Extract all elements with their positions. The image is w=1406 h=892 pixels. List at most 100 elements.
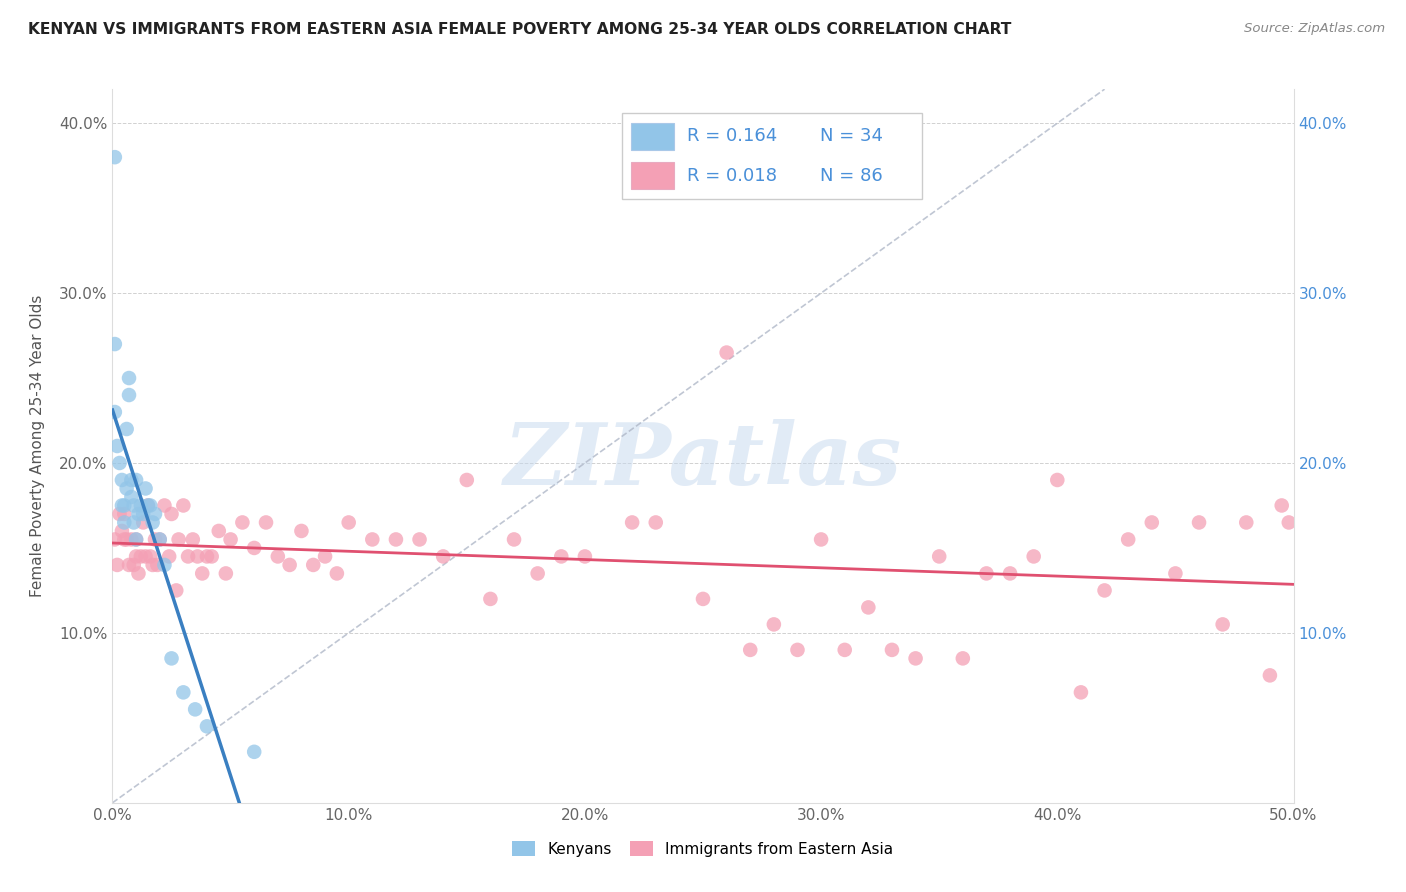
Point xyxy=(361,533,384,547)
Point xyxy=(143,507,166,521)
Point xyxy=(195,549,218,564)
Point xyxy=(1140,516,1163,530)
Point xyxy=(135,549,157,564)
Point xyxy=(172,499,194,513)
Point xyxy=(127,566,149,581)
Point xyxy=(928,549,950,564)
Point xyxy=(112,499,135,513)
Point xyxy=(120,533,142,547)
Point xyxy=(122,558,145,572)
Text: KENYAN VS IMMIGRANTS FROM EASTERN ASIA FEMALE POVERTY AMONG 25-34 YEAR OLDS CORR: KENYAN VS IMMIGRANTS FROM EASTERN ASIA F… xyxy=(28,22,1011,37)
Point xyxy=(184,702,207,716)
Point xyxy=(104,337,127,351)
Text: ZIPatlas: ZIPatlas xyxy=(503,418,903,502)
Point xyxy=(1258,668,1281,682)
Point xyxy=(118,371,141,385)
Point xyxy=(880,643,903,657)
Point xyxy=(1046,473,1069,487)
Point xyxy=(267,549,290,564)
Point xyxy=(1070,685,1092,699)
Point xyxy=(219,533,242,547)
Point xyxy=(129,499,152,513)
Point xyxy=(132,507,155,521)
Point xyxy=(834,643,856,657)
Point xyxy=(904,651,927,665)
Point xyxy=(716,345,738,359)
Point xyxy=(105,558,128,572)
Point xyxy=(1278,516,1301,530)
Point xyxy=(503,533,526,547)
Point xyxy=(278,558,301,572)
Point xyxy=(118,388,141,402)
Point xyxy=(172,685,194,699)
Point xyxy=(976,566,998,581)
Text: R = 0.018: R = 0.018 xyxy=(686,167,776,185)
Point xyxy=(142,558,165,572)
Point xyxy=(127,507,149,521)
Point xyxy=(149,533,172,547)
Point xyxy=(122,516,145,530)
Point xyxy=(243,541,266,555)
Point xyxy=(385,533,408,547)
Point xyxy=(125,473,148,487)
Point xyxy=(112,533,135,547)
Point xyxy=(153,499,176,513)
Point xyxy=(231,516,253,530)
Point xyxy=(108,507,131,521)
Point xyxy=(105,439,128,453)
Point xyxy=(692,591,714,606)
Point xyxy=(139,549,162,564)
Point xyxy=(104,405,127,419)
Point xyxy=(135,482,157,496)
Point xyxy=(112,516,135,530)
Point xyxy=(115,422,138,436)
Point xyxy=(215,566,238,581)
Point xyxy=(132,516,155,530)
Point xyxy=(118,558,141,572)
Point xyxy=(998,566,1021,581)
Point xyxy=(810,533,832,547)
Point xyxy=(243,745,266,759)
Point xyxy=(952,651,974,665)
Point xyxy=(136,499,159,513)
Point xyxy=(122,499,145,513)
Point xyxy=(326,566,349,581)
Y-axis label: Female Poverty Among 25-34 Year Olds: Female Poverty Among 25-34 Year Olds xyxy=(31,295,45,597)
Point xyxy=(125,533,148,547)
Point xyxy=(136,499,159,513)
Point xyxy=(120,490,142,504)
Point xyxy=(181,533,204,547)
Point xyxy=(139,499,162,513)
Point xyxy=(1022,549,1045,564)
Point xyxy=(1212,617,1234,632)
Point xyxy=(165,583,187,598)
Point xyxy=(526,566,548,581)
Point xyxy=(1234,516,1257,530)
Point xyxy=(153,558,176,572)
Point xyxy=(115,482,138,496)
Point xyxy=(479,591,502,606)
Point xyxy=(1188,516,1211,530)
Point xyxy=(858,600,880,615)
Point xyxy=(195,719,218,733)
Point xyxy=(740,643,762,657)
Point xyxy=(160,651,183,665)
Point xyxy=(146,558,169,572)
Point xyxy=(1271,499,1294,513)
Point xyxy=(201,549,224,564)
Point xyxy=(186,549,208,564)
Text: N = 86: N = 86 xyxy=(820,167,883,185)
Point xyxy=(104,150,127,164)
Point xyxy=(125,549,148,564)
Text: R = 0.164: R = 0.164 xyxy=(686,128,778,145)
Point xyxy=(120,473,142,487)
Point xyxy=(191,566,214,581)
Point xyxy=(1164,566,1187,581)
Text: Source: ZipAtlas.com: Source: ZipAtlas.com xyxy=(1244,22,1385,36)
Point xyxy=(408,533,430,547)
Point xyxy=(550,549,572,564)
Point xyxy=(1116,533,1139,547)
Point xyxy=(104,533,127,547)
Point xyxy=(621,516,644,530)
Point xyxy=(177,549,200,564)
